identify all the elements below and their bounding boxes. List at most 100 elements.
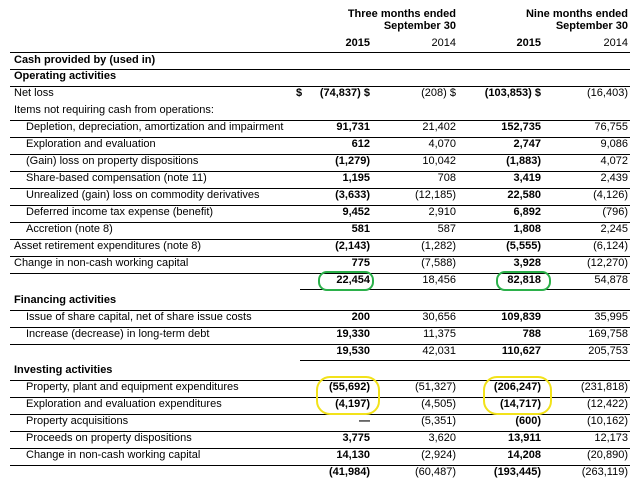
cell-value: 2,245: [600, 223, 628, 235]
cell-value: 30,656: [422, 311, 456, 323]
three-months-header-line1: Three months ended: [347, 8, 456, 20]
cell-value: 3,620: [428, 432, 456, 444]
cell-value: 3,928: [513, 257, 541, 269]
cell-value: 14,208: [507, 449, 541, 461]
cell-value: 581: [351, 223, 370, 235]
row-divider: [10, 414, 630, 415]
cell-value: (10,162): [587, 415, 628, 427]
currency-symbol: $: [296, 87, 303, 99]
cell-value: 22,580: [507, 189, 541, 201]
cell-value: 4,072: [600, 155, 628, 167]
row-label: Property acquisitions: [26, 415, 129, 427]
yellow-highlight-9m-investing: [483, 376, 552, 415]
row-label: Operating activities: [14, 70, 117, 82]
row-divider: [10, 239, 630, 240]
cell-value: —: [359, 415, 370, 427]
cell-value: (193,445): [493, 466, 541, 478]
cell-value: 42,031: [422, 345, 456, 357]
cell-value: 788: [522, 328, 541, 340]
cell-value: (3,633): [335, 189, 370, 201]
three-months-header-line2: September 30: [383, 20, 456, 32]
cell-value: (55,692): [329, 381, 370, 393]
cell-value: (2,143): [335, 240, 370, 252]
cell-value: (6,124): [593, 240, 628, 252]
row-divider: [10, 431, 630, 432]
cell-value: 10,042: [422, 155, 456, 167]
cell-value: (74,837) $: [319, 87, 370, 99]
row-divider: [10, 327, 630, 328]
nine-months-header-line1: Nine months ended: [525, 8, 628, 20]
row-divider: [300, 360, 630, 361]
row-label: Unrealized (gain) loss on commodity deri…: [26, 189, 260, 201]
cell-value: (796): [602, 206, 628, 218]
year-header-q3-2014: 2014: [431, 37, 456, 49]
cell-value: (41,984): [329, 466, 370, 478]
cell-value: 3,775: [342, 432, 370, 444]
year-header-9m-2014: 2014: [603, 37, 628, 49]
row-divider: [10, 69, 630, 70]
row-label: Increase (decrease) in long-term debt: [26, 328, 210, 340]
row-divider: [10, 154, 630, 155]
cell-value: 1,195: [342, 172, 370, 184]
cell-value: 775: [351, 257, 370, 269]
cell-value: (208) $: [421, 87, 456, 99]
cell-value: (4,126): [593, 189, 628, 201]
cell-value: 19,330: [336, 328, 370, 340]
row-divider: [10, 171, 630, 172]
cell-value: (4,197): [335, 398, 370, 410]
row-label: Exploration and evaluation: [26, 138, 156, 150]
year-header-q3-2015: 2015: [345, 37, 370, 49]
row-label: Items not requiring cash from operations…: [14, 104, 214, 116]
cell-value: 11,375: [423, 328, 456, 340]
row-label: Deferred income tax expense (benefit): [26, 206, 214, 218]
cell-value: (14,717): [500, 398, 541, 410]
row-divider: [10, 137, 630, 138]
row-divider: [10, 205, 630, 206]
yellow-highlight-q3-investing: [316, 376, 380, 415]
cell-value: (12,185): [415, 189, 456, 201]
cell-value: 152,735: [501, 121, 541, 133]
cell-value: 1,808: [513, 223, 541, 235]
row-divider: [10, 120, 630, 121]
cell-value: 91,731: [336, 121, 370, 133]
cell-value: 200: [351, 311, 370, 323]
row-label: (Gain) loss on property dispositions: [26, 155, 199, 167]
cell-value: (60,487): [415, 466, 456, 478]
row-label: Depletion, depreciation, amortization an…: [26, 121, 284, 133]
cell-value: (7,588): [421, 257, 456, 269]
cell-value: 2,439: [600, 172, 628, 184]
row-label: Proceeds on property dispositions: [26, 432, 192, 444]
cell-value: 2,910: [428, 206, 456, 218]
cell-value: 2,747: [513, 138, 541, 150]
header-rule: [10, 52, 630, 53]
row-label: Property, plant and equipment expenditur…: [26, 381, 239, 393]
cell-value: (2,924): [421, 449, 456, 461]
cell-value: 3,419: [513, 172, 541, 184]
row-label: Financing activities: [14, 294, 117, 306]
cell-value: 12,173: [594, 432, 628, 444]
nine-months-header-line2: September 30: [555, 20, 628, 32]
cell-value: (231,818): [580, 381, 628, 393]
row-divider: [10, 188, 630, 189]
row-divider: [10, 256, 630, 257]
cell-value: 109,839: [501, 311, 541, 323]
cell-value: 110,627: [501, 345, 541, 357]
cell-value: (1,282): [421, 240, 456, 252]
green-highlight-q3-operating: [318, 271, 374, 291]
row-divider: [10, 344, 630, 345]
cell-value: 13,911: [507, 432, 541, 444]
cell-value: 4,070: [428, 138, 456, 150]
cell-value: (12,422): [587, 398, 628, 410]
cell-value: (103,853) $: [484, 87, 541, 99]
cell-value: 6,892: [513, 206, 541, 218]
cell-value: 21,402: [422, 121, 456, 133]
row-label: Exploration and evaluation expenditures: [26, 398, 222, 410]
cell-value: (5,555): [506, 240, 541, 252]
row-label: Change in non-cash working capital: [14, 257, 189, 269]
cell-value: 9,452: [342, 206, 370, 218]
row-label: Share-based compensation (note 11): [26, 172, 207, 184]
cell-value: (5,351): [421, 415, 456, 427]
cell-value: (600): [515, 415, 541, 427]
row-label: Change in non-cash working capital: [26, 449, 201, 461]
